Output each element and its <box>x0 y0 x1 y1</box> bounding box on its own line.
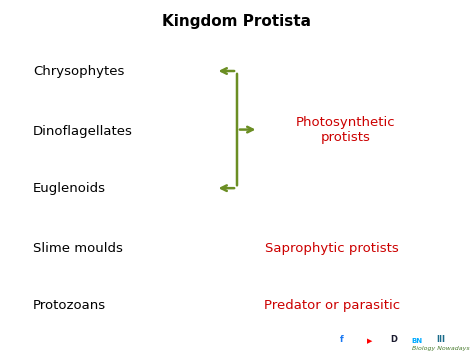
Text: Dinoflagellates: Dinoflagellates <box>33 125 133 138</box>
Text: Slime moulds: Slime moulds <box>33 242 123 255</box>
Text: BN: BN <box>411 338 423 344</box>
Text: Saprophytic protists: Saprophytic protists <box>265 242 399 255</box>
Text: Protozoans: Protozoans <box>33 299 106 312</box>
Text: III: III <box>437 335 445 344</box>
Text: D: D <box>390 335 397 344</box>
Text: f: f <box>339 335 343 344</box>
Text: Predator or parasitic: Predator or parasitic <box>264 299 400 312</box>
Text: Photosynthetic
protists: Photosynthetic protists <box>296 116 396 143</box>
Text: Chrysophytes: Chrysophytes <box>33 65 125 77</box>
Text: Kingdom Protista: Kingdom Protista <box>163 14 311 29</box>
Text: ▶: ▶ <box>367 338 373 344</box>
Text: Euglenoids: Euglenoids <box>33 182 106 195</box>
Text: Biology Nowadays: Biology Nowadays <box>411 346 469 351</box>
